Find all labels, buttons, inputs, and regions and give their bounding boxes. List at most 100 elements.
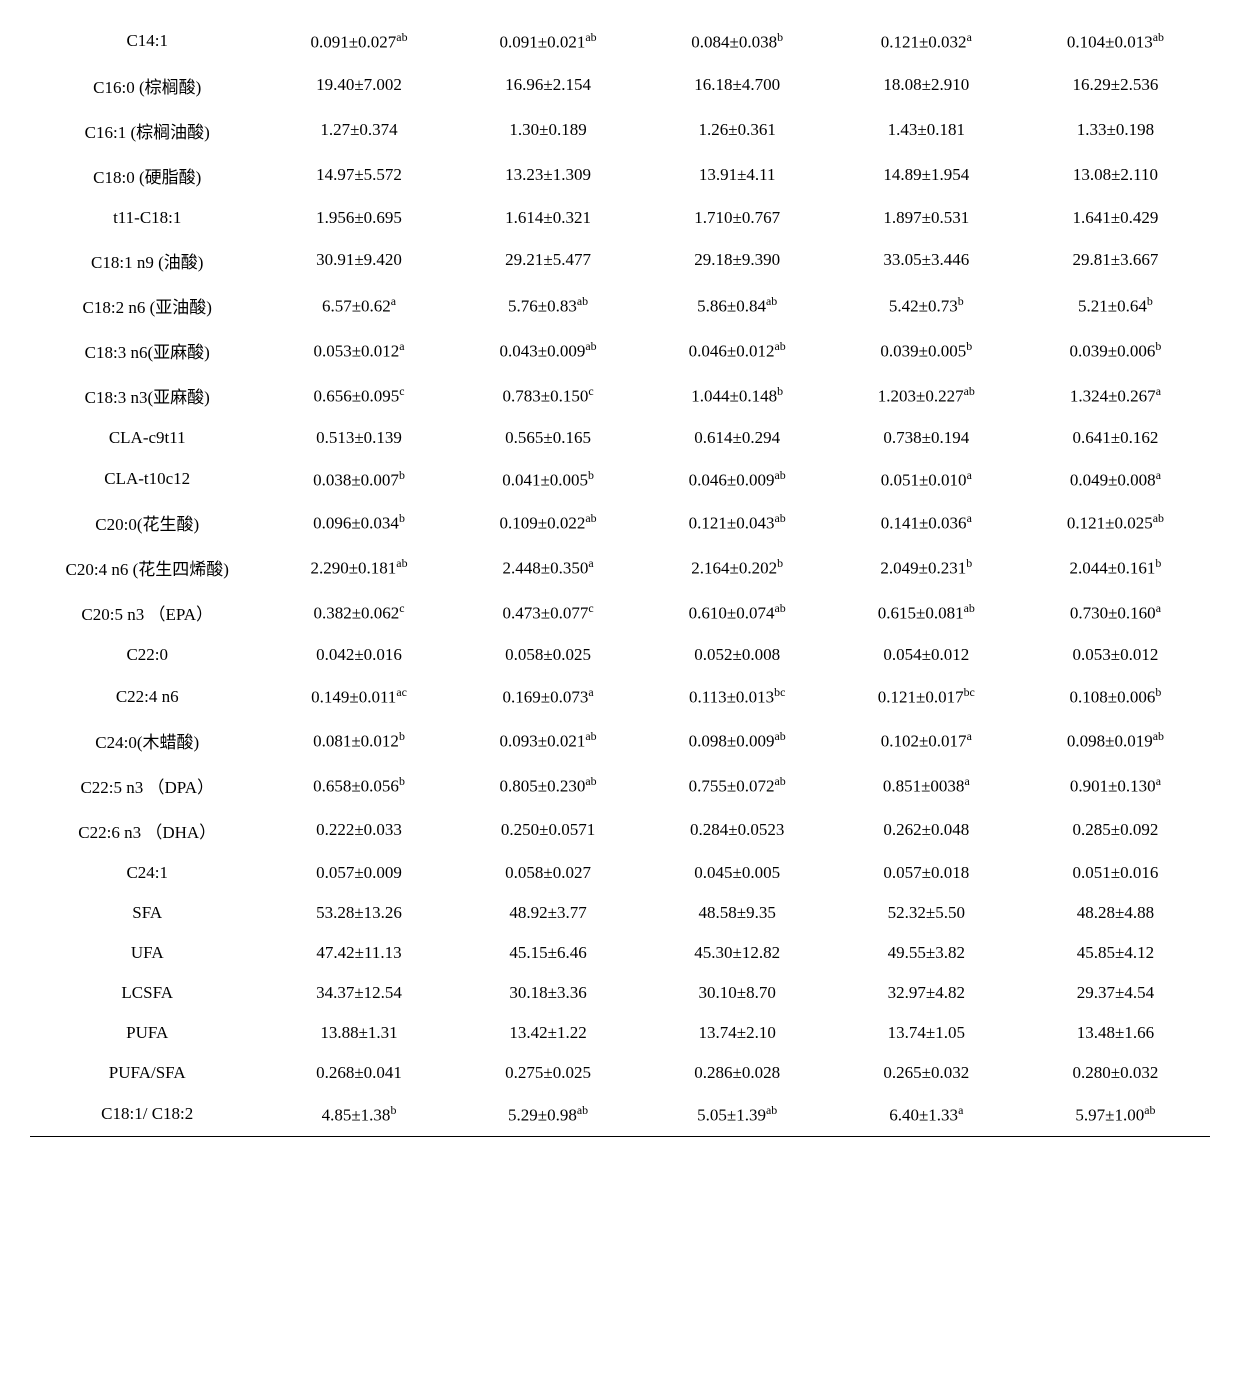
value-text: 0.051±0.010 bbox=[881, 470, 967, 489]
cell-value: 0.614±0.294 bbox=[643, 418, 832, 458]
cell-value: 0.098±0.009ab bbox=[643, 718, 832, 763]
value-text: 0.053±0.012 bbox=[313, 341, 399, 360]
value-text: 0.057±0.018 bbox=[883, 863, 969, 882]
cell-value: 0.058±0.027 bbox=[454, 853, 643, 893]
superscript: ab bbox=[577, 294, 588, 308]
cell-value: 29.37±4.54 bbox=[1021, 973, 1210, 1013]
superscript: b bbox=[399, 511, 405, 525]
cell-value: 1.897±0.531 bbox=[832, 198, 1021, 238]
cell-value: 0.169±0.073a bbox=[454, 675, 643, 718]
value-text: 53.28±13.26 bbox=[316, 903, 402, 922]
value-text: 0.658±0.056 bbox=[313, 777, 399, 796]
table-row: C22:4 n60.149±0.011ac0.169±0.073a0.113±0… bbox=[30, 675, 1210, 718]
cell-value: 48.28±4.88 bbox=[1021, 893, 1210, 933]
table-row: PUFA13.88±1.3113.42±1.2213.74±2.1013.74±… bbox=[30, 1013, 1210, 1053]
value-text: 0.042±0.016 bbox=[316, 645, 402, 664]
cell-value: 0.104±0.013ab bbox=[1021, 20, 1210, 63]
cell-value: 0.149±0.011ac bbox=[264, 675, 453, 718]
value-text: 0.169±0.073 bbox=[503, 688, 589, 707]
value-text: 0.382±0.062 bbox=[313, 604, 399, 623]
superscript: b bbox=[777, 556, 783, 570]
table-row: CLA-t10c120.038±0.007b0.041±0.005b0.046±… bbox=[30, 458, 1210, 501]
cell-value: 1.43±0.181 bbox=[832, 108, 1021, 153]
value-text: 0.054±0.012 bbox=[883, 645, 969, 664]
value-text: 5.76±0.83 bbox=[508, 296, 577, 315]
value-text: 0.783±0.150 bbox=[503, 386, 589, 405]
value-text: 1.33±0.198 bbox=[1077, 120, 1154, 139]
cell-value: 0.113±0.013bc bbox=[643, 675, 832, 718]
value-text: 0.565±0.165 bbox=[505, 428, 591, 447]
superscript: b bbox=[1147, 294, 1153, 308]
table-row: CLA-c9t110.513±0.1390.565±0.1650.614±0.2… bbox=[30, 418, 1210, 458]
value-text: 1.203±0.227 bbox=[878, 386, 964, 405]
table-row: C24:0(木蜡酸)0.081±0.012b0.093±0.021ab0.098… bbox=[30, 718, 1210, 763]
cell-value: 18.08±2.910 bbox=[832, 63, 1021, 108]
value-text: 0.851±0038 bbox=[883, 777, 965, 796]
value-text: 0.041±0.005 bbox=[502, 470, 588, 489]
cell-value: 13.74±2.10 bbox=[643, 1013, 832, 1053]
value-text: 0.098±0.009 bbox=[689, 732, 775, 751]
value-text: 5.29±0.98 bbox=[508, 1106, 577, 1125]
value-text: 30.18±3.36 bbox=[509, 983, 586, 1002]
superscript: ab bbox=[396, 30, 407, 44]
value-text: 5.97±1.00 bbox=[1075, 1106, 1144, 1125]
cell-value: 0.091±0.021ab bbox=[454, 20, 643, 63]
cell-value: 0.222±0.033 bbox=[264, 808, 453, 853]
row-label: C22:6 n3 （DHA） bbox=[30, 808, 264, 853]
cell-value: 29.21±5.477 bbox=[454, 238, 643, 283]
value-text: 0.262±0.048 bbox=[883, 820, 969, 839]
cell-value: 0.098±0.019ab bbox=[1021, 718, 1210, 763]
value-text: 0.656±0.095 bbox=[313, 386, 399, 405]
table-row: C20:5 n3 （EPA）0.382±0.062c0.473±0.077c0.… bbox=[30, 590, 1210, 635]
cell-value: 0.286±0.028 bbox=[643, 1053, 832, 1093]
value-text: 1.044±0.148 bbox=[691, 386, 777, 405]
value-text: 0.049±0.008 bbox=[1070, 470, 1156, 489]
value-text: 0.141±0.036 bbox=[881, 514, 967, 533]
value-text: 1.30±0.189 bbox=[509, 120, 586, 139]
value-text: 29.21±5.477 bbox=[505, 250, 591, 269]
superscript: bc bbox=[774, 685, 785, 699]
row-label: C18:1 n9 (油酸) bbox=[30, 238, 264, 283]
cell-value: 2.049±0.231b bbox=[832, 545, 1021, 590]
superscript: ab bbox=[964, 384, 975, 398]
value-text: 0.513±0.139 bbox=[316, 428, 402, 447]
value-text: 0.045±0.005 bbox=[694, 863, 780, 882]
table-row: C18:2 n6 (亚油酸)6.57±0.62a5.76±0.83ab5.86±… bbox=[30, 283, 1210, 328]
cell-value: 30.10±8.70 bbox=[643, 973, 832, 1013]
value-text: 14.89±1.954 bbox=[883, 165, 969, 184]
cell-value: 0.046±0.009ab bbox=[643, 458, 832, 501]
row-label: C24:0(木蜡酸) bbox=[30, 718, 264, 763]
cell-value: 2.448±0.350a bbox=[454, 545, 643, 590]
cell-value: 48.58±9.35 bbox=[643, 893, 832, 933]
cell-value: 14.97±5.572 bbox=[264, 153, 453, 198]
cell-value: 13.88±1.31 bbox=[264, 1013, 453, 1053]
value-text: 0.805±0.230 bbox=[500, 777, 586, 796]
row-label: C22:4 n6 bbox=[30, 675, 264, 718]
cell-value: 1.30±0.189 bbox=[454, 108, 643, 153]
cell-value: 0.121±0.043ab bbox=[643, 500, 832, 545]
fatty-acid-table: C14:10.091±0.027ab0.091±0.021ab0.084±0.0… bbox=[30, 20, 1210, 1137]
table-row: C16:1 (棕榈油酸)1.27±0.3741.30±0.1891.26±0.3… bbox=[30, 108, 1210, 153]
row-label: CLA-t10c12 bbox=[30, 458, 264, 501]
cell-value: 0.096±0.034b bbox=[264, 500, 453, 545]
cell-value: 5.76±0.83ab bbox=[454, 283, 643, 328]
cell-value: 5.42±0.73b bbox=[832, 283, 1021, 328]
table-row: PUFA/SFA0.268±0.0410.275±0.0250.286±0.02… bbox=[30, 1053, 1210, 1093]
cell-value: 16.18±4.700 bbox=[643, 63, 832, 108]
value-text: 0.755±0.072 bbox=[689, 777, 775, 796]
value-text: 48.92±3.77 bbox=[509, 903, 586, 922]
value-text: 1.897±0.531 bbox=[883, 208, 969, 227]
value-text: 0.038±0.007 bbox=[313, 470, 399, 489]
value-text: 0.121±0.025 bbox=[1067, 514, 1153, 533]
value-text: 0.058±0.027 bbox=[505, 863, 591, 882]
cell-value: 0.053±0.012 bbox=[1021, 635, 1210, 675]
superscript: a bbox=[964, 774, 969, 788]
cell-value: 0.755±0.072ab bbox=[643, 763, 832, 808]
superscript: ab bbox=[774, 339, 785, 353]
cell-value: 1.324±0.267a bbox=[1021, 373, 1210, 418]
superscript: b bbox=[390, 1103, 396, 1117]
value-text: 2.044±0.161 bbox=[1070, 559, 1156, 578]
value-text: 0.901±0.130 bbox=[1070, 777, 1156, 796]
superscript: c bbox=[399, 384, 404, 398]
cell-value: 32.97±4.82 bbox=[832, 973, 1021, 1013]
